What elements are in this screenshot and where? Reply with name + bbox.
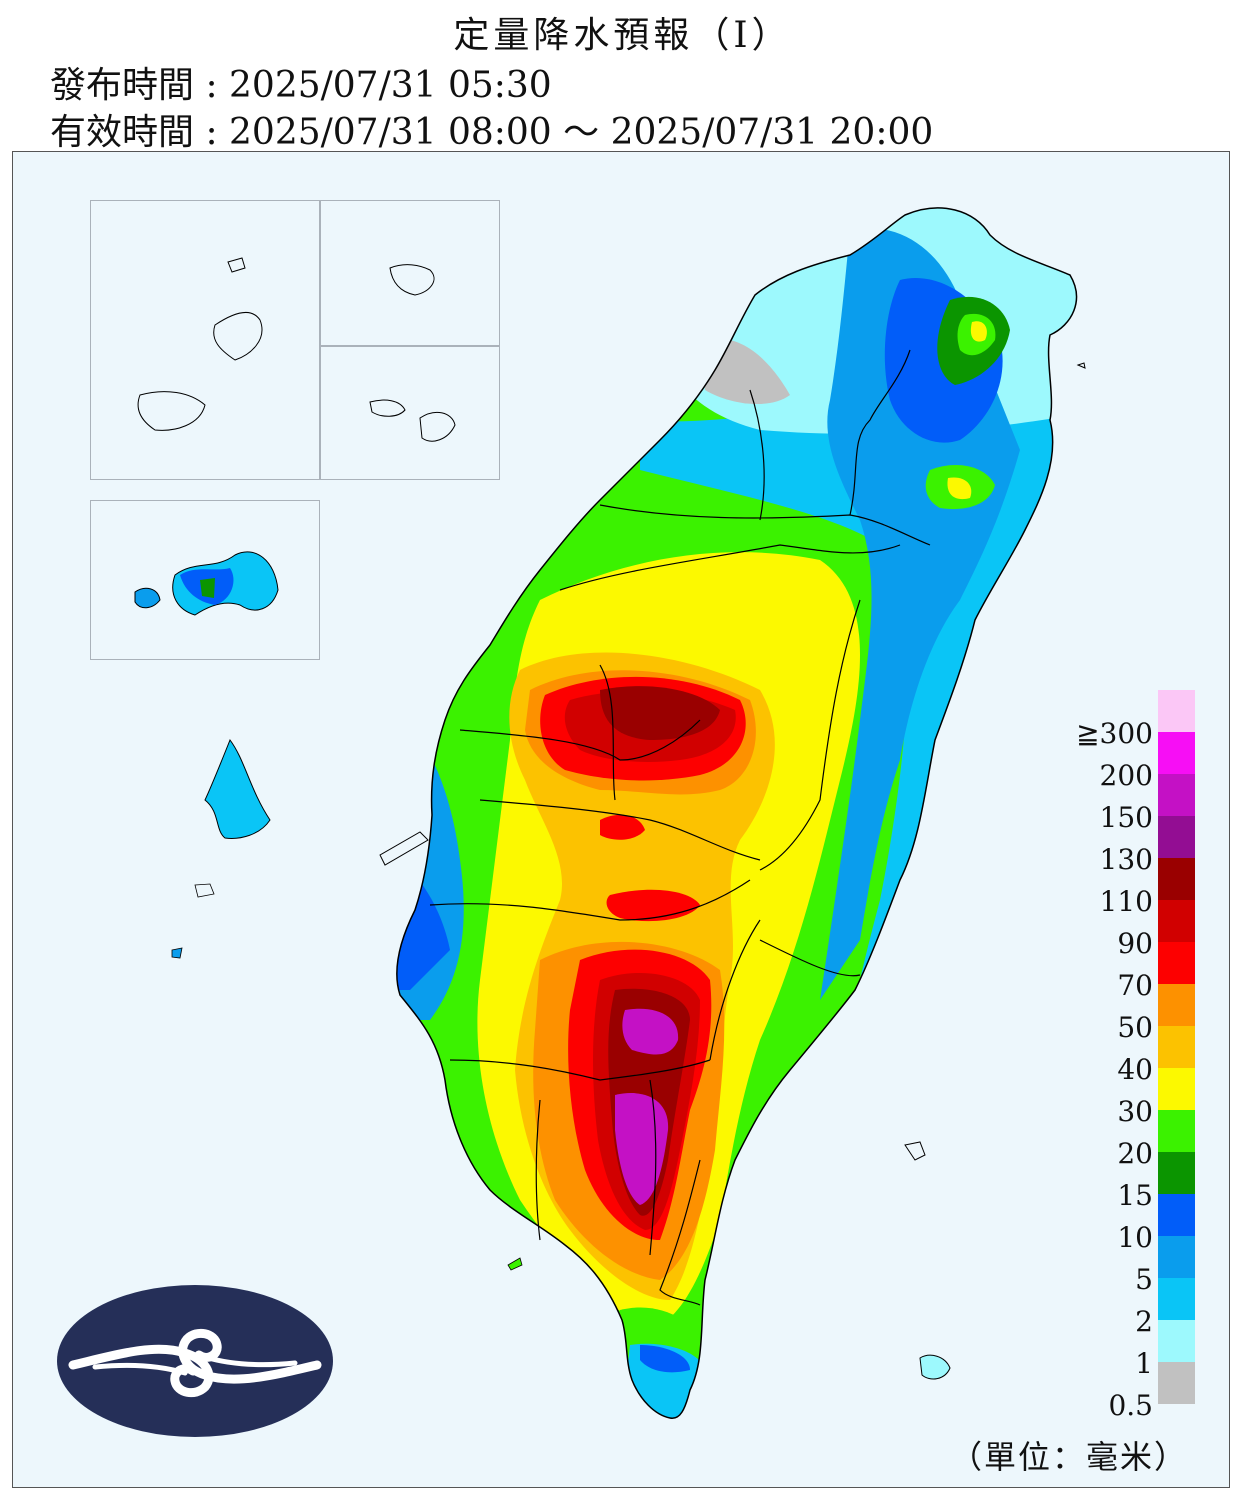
legend-swatch-10 bbox=[1158, 1194, 1195, 1236]
legend-swatch-200 bbox=[1158, 732, 1195, 774]
legend-label: 40 bbox=[1117, 1053, 1153, 1086]
cwa-logo bbox=[57, 1285, 333, 1437]
legend-unit: （單位：毫米） bbox=[950, 1438, 1189, 1476]
legend-swatch-5 bbox=[1158, 1236, 1195, 1278]
inset-kinmen-north bbox=[320, 200, 500, 346]
legend-label: 150 bbox=[1099, 801, 1153, 834]
legend-label: 0.5 bbox=[1108, 1389, 1153, 1422]
legend-label: 20 bbox=[1117, 1137, 1153, 1170]
legend-swatch-30 bbox=[1158, 1068, 1195, 1110]
legend-swatch-300 bbox=[1158, 690, 1195, 732]
inset-matsu bbox=[90, 200, 320, 480]
legend-swatch-70 bbox=[1158, 942, 1195, 984]
legend-color-bar bbox=[1158, 690, 1195, 1404]
legend-swatch-2 bbox=[1158, 1278, 1195, 1320]
legend-swatch-1 bbox=[1158, 1320, 1195, 1362]
legend-swatch-150 bbox=[1158, 774, 1195, 816]
valid-time: 有效時間 : 2025/07/31 08:00 ～ 2025/07/31 20:… bbox=[50, 112, 934, 153]
legend-label: 30 bbox=[1117, 1095, 1153, 1128]
legend-label: 5 bbox=[1135, 1263, 1153, 1296]
legend-label: 130 bbox=[1099, 843, 1153, 876]
inset-kinmen-south bbox=[320, 346, 500, 480]
legend-swatch-40 bbox=[1158, 1026, 1195, 1068]
legend-label: 50 bbox=[1117, 1011, 1153, 1044]
legend-swatch-15 bbox=[1158, 1152, 1195, 1194]
map-title: 定量降水預報（Ⅰ） bbox=[453, 15, 792, 56]
legend-label: 200 bbox=[1099, 759, 1153, 792]
issue-time: 發布時間 : 2025/07/31 05:30 bbox=[50, 65, 552, 106]
legend-label: 10 bbox=[1117, 1221, 1153, 1254]
legend-label: 70 bbox=[1117, 969, 1153, 1002]
legend-swatch-0.5 bbox=[1158, 1362, 1195, 1404]
legend-swatch-20 bbox=[1158, 1110, 1195, 1152]
legend-label: 15 bbox=[1117, 1179, 1153, 1212]
legend-label: 1 bbox=[1135, 1347, 1153, 1380]
legend-swatch-50 bbox=[1158, 984, 1195, 1026]
legend-label: 110 bbox=[1099, 885, 1153, 918]
legend-label: 90 bbox=[1117, 927, 1153, 960]
legend-label: ≧300 bbox=[1076, 717, 1153, 750]
legend-swatch-130 bbox=[1158, 816, 1195, 858]
legend-label: 2 bbox=[1135, 1305, 1153, 1338]
inset-kinmen bbox=[90, 500, 320, 660]
legend-swatch-90 bbox=[1158, 900, 1195, 942]
legend-swatch-110 bbox=[1158, 858, 1195, 900]
